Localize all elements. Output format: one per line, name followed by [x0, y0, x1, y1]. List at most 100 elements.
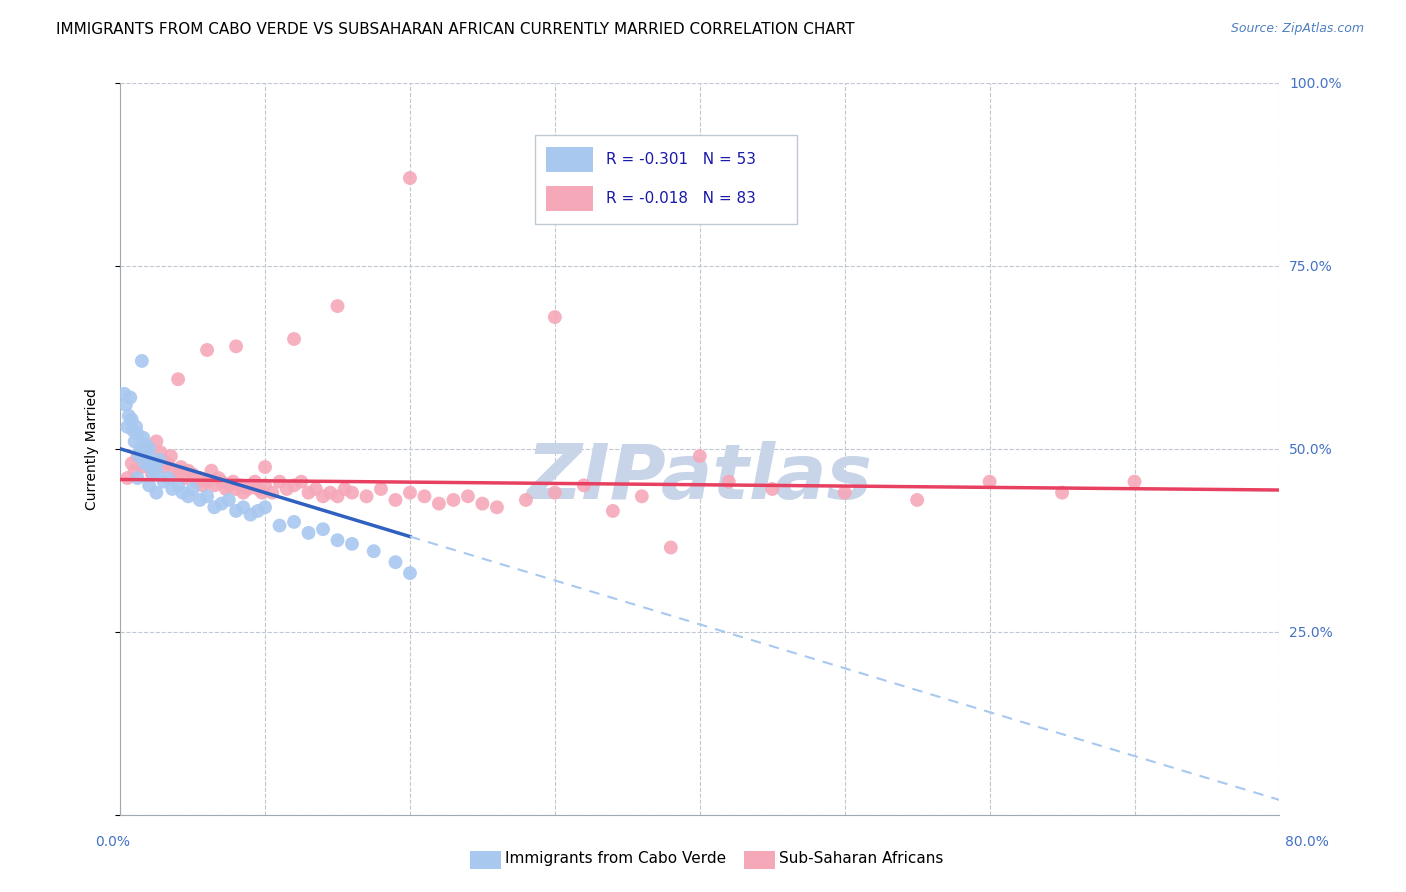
Point — [276, 482, 298, 496]
Point — [630, 489, 652, 503]
Point — [979, 475, 1001, 489]
Point — [186, 475, 208, 489]
Point — [115, 398, 138, 412]
Point — [232, 485, 254, 500]
Point — [384, 555, 406, 569]
Point — [236, 482, 259, 496]
Point — [239, 478, 262, 492]
Point — [160, 449, 183, 463]
Point — [225, 482, 247, 496]
Point — [191, 478, 214, 492]
Point — [163, 464, 186, 478]
Point — [202, 478, 225, 492]
Point — [717, 475, 740, 489]
Point — [413, 489, 436, 503]
Point — [572, 478, 595, 492]
Point — [333, 482, 356, 496]
Point — [232, 500, 254, 515]
Point — [515, 492, 537, 507]
Point — [243, 475, 266, 489]
Point — [167, 372, 190, 386]
Point — [399, 171, 422, 186]
Point — [319, 485, 342, 500]
Point — [297, 485, 319, 500]
Point — [118, 409, 141, 423]
Text: 80.0%: 80.0% — [1285, 835, 1329, 848]
Text: R = -0.018   N = 83: R = -0.018 N = 83 — [606, 191, 756, 206]
Point — [370, 482, 392, 496]
Point — [162, 482, 184, 496]
Point — [138, 456, 160, 470]
Point — [138, 442, 160, 456]
Point — [127, 449, 149, 463]
Point — [218, 492, 240, 507]
Point — [250, 485, 273, 500]
Point — [124, 434, 146, 449]
Point — [269, 475, 291, 489]
Point — [195, 489, 218, 503]
Text: Sub-Saharan Africans: Sub-Saharan Africans — [779, 852, 943, 866]
Point — [114, 387, 136, 401]
Point — [326, 533, 349, 548]
Point — [177, 464, 200, 478]
Point — [222, 475, 245, 489]
Point — [254, 460, 277, 475]
Point — [471, 497, 494, 511]
Point — [152, 475, 174, 489]
Point — [269, 518, 291, 533]
Point — [135, 442, 157, 456]
Point — [326, 489, 349, 503]
Point — [188, 492, 211, 507]
Point — [170, 460, 193, 475]
Point — [131, 354, 153, 368]
Point — [128, 449, 150, 463]
Point — [312, 489, 335, 503]
Point — [457, 489, 479, 503]
Point — [602, 504, 624, 518]
Point — [167, 478, 190, 492]
Point — [246, 504, 269, 518]
Point — [208, 471, 231, 485]
Point — [181, 482, 204, 496]
Point — [148, 452, 170, 467]
Point — [305, 482, 328, 496]
Point — [174, 471, 197, 485]
Point — [152, 460, 174, 475]
Point — [135, 438, 157, 452]
Point — [384, 492, 406, 507]
Point — [120, 391, 142, 405]
Point — [441, 492, 464, 507]
Point — [127, 471, 149, 485]
Point — [129, 442, 152, 456]
Point — [283, 515, 305, 529]
Point — [254, 500, 277, 515]
Text: IMMIGRANTS FROM CABO VERDE VS SUBSAHARAN AFRICAN CURRENTLY MARRIED CORRELATION C: IMMIGRANTS FROM CABO VERDE VS SUBSAHARAN… — [56, 22, 855, 37]
Point — [254, 478, 277, 492]
Point — [211, 475, 233, 489]
Point — [659, 541, 682, 555]
Point — [125, 419, 148, 434]
Point — [142, 467, 165, 482]
Text: Source: ZipAtlas.com: Source: ZipAtlas.com — [1230, 22, 1364, 36]
Point — [138, 478, 160, 492]
Point — [131, 445, 153, 459]
Point — [225, 339, 247, 353]
Text: R = -0.301   N = 53: R = -0.301 N = 53 — [606, 152, 756, 167]
Point — [188, 471, 211, 485]
Point — [399, 566, 422, 581]
Point — [121, 456, 143, 470]
Point — [340, 485, 363, 500]
Point — [132, 431, 155, 445]
Point — [131, 460, 153, 475]
Point — [761, 482, 783, 496]
Point — [117, 419, 139, 434]
Point — [689, 449, 711, 463]
Point — [262, 485, 284, 500]
Point — [544, 485, 567, 500]
Point — [167, 467, 190, 482]
Point — [312, 522, 335, 536]
Point — [156, 471, 179, 485]
Point — [326, 299, 349, 313]
Point — [544, 310, 567, 324]
Point — [246, 482, 269, 496]
